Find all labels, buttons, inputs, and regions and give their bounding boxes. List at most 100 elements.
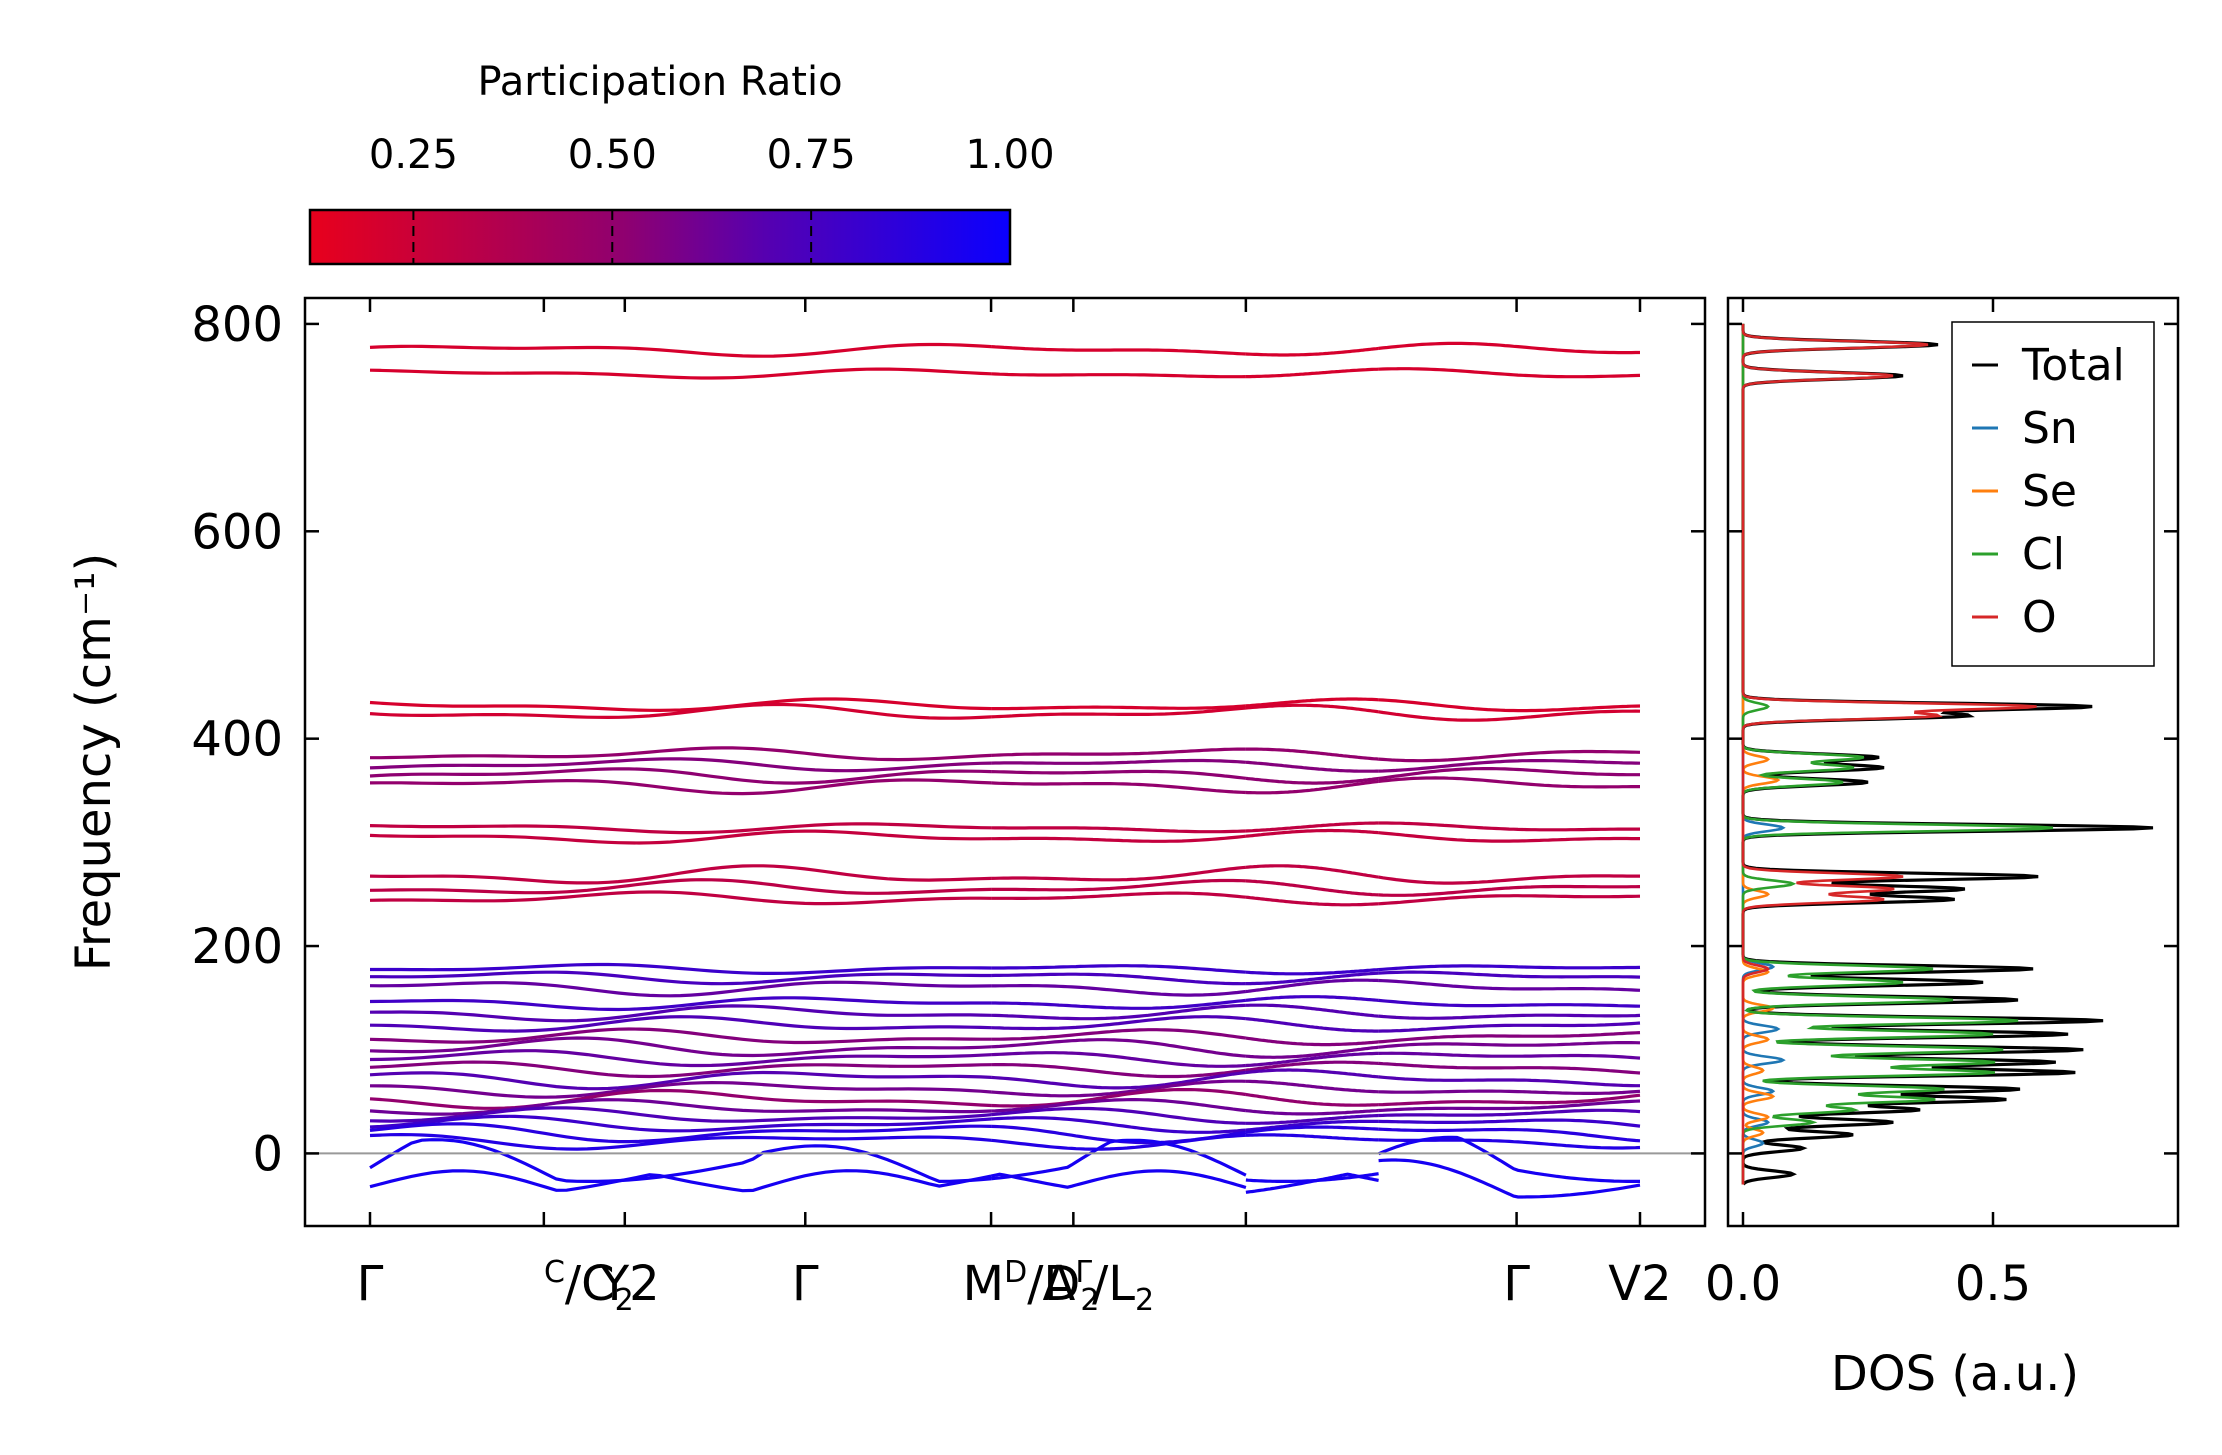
phonon-band — [1378, 1075, 1640, 1088]
phonon-band — [1378, 831, 1640, 843]
dos-curves — [1741, 323, 2154, 1186]
kpoint-label: Γ — [792, 1256, 819, 1312]
phonon-band — [991, 891, 1247, 900]
phonon-band — [991, 984, 1247, 997]
phonon-band — [369, 767, 992, 785]
y-tick-label: 200 — [191, 919, 283, 975]
y-axis-label: Frequency (cm⁻¹) — [66, 553, 122, 971]
y-tick-label: 400 — [191, 712, 283, 768]
phonon-band — [369, 878, 992, 895]
kpoint-label: Y2 — [599, 1256, 660, 1312]
dos-x-tick-label: 0.0 — [1705, 1256, 1781, 1312]
frequency-axis-ticks: 0 200 400 600 800 — [191, 297, 1705, 1182]
phonon-band — [1378, 964, 1641, 972]
phonon-band — [991, 826, 1246, 834]
phonon-band — [1245, 346, 1379, 357]
phonon-band — [369, 890, 992, 906]
phonon-band — [991, 972, 1246, 986]
phonon-band — [991, 769, 1247, 780]
phonon-band — [369, 1070, 992, 1091]
colorbar-tick-label: 0.50 — [568, 132, 657, 178]
kpoint-label: AΓ/L2 — [1043, 1255, 1155, 1318]
phonon-band — [369, 980, 992, 998]
phonon-band — [1378, 749, 1641, 763]
phonon-band — [1378, 1089, 1641, 1095]
phonon-band — [991, 1051, 1247, 1068]
phonon-band — [369, 702, 992, 720]
dos-panel: 0.0 0.5 DOS (a.u.) Total Sn Se Cl O — [1705, 296, 2180, 1402]
phonon-band — [990, 1070, 1247, 1090]
phonon-band — [1378, 998, 1641, 1008]
phonon-band — [991, 1098, 1247, 1113]
legend-frame — [1951, 321, 2155, 667]
phonon-band — [1378, 874, 1640, 885]
phonon-band — [1378, 1013, 1641, 1020]
phonon-band — [1378, 894, 1641, 906]
phonon-band — [1378, 1061, 1641, 1075]
phonon-band — [1378, 1158, 1641, 1199]
phonon-band — [369, 996, 992, 1012]
phonon-band — [991, 1038, 1247, 1058]
colorbar-tick-label: 0.75 — [767, 132, 856, 178]
phonon-band — [1378, 341, 1640, 355]
y-tick-label: 800 — [191, 297, 283, 353]
colorbar-ticks: 0.25 0.50 0.75 1.00 — [369, 132, 1055, 264]
phonon-band — [1378, 884, 1641, 897]
phonon-band — [369, 1122, 992, 1144]
phonon-band — [1245, 1036, 1379, 1047]
y-tick-label: 600 — [191, 504, 283, 560]
phonon-band — [1377, 1135, 1640, 1183]
phonon-band — [991, 372, 1246, 379]
phonon-band — [1245, 760, 1379, 773]
phonon-band — [991, 1063, 1247, 1079]
phonon-band — [1245, 1092, 1379, 1107]
phonon-band — [369, 1036, 992, 1058]
colorbar-tick-label: 0.25 — [369, 132, 458, 178]
legend-items: Total Sn Se Cl O — [1972, 340, 2125, 643]
phonon-band — [370, 970, 992, 986]
phonon-band — [1245, 895, 1379, 907]
phonon-band — [1378, 1099, 1641, 1113]
phonon-band — [1245, 1068, 1379, 1079]
phonon-band — [991, 1028, 1247, 1041]
y-tick-label: 0 — [252, 1126, 283, 1182]
phonon-band — [1245, 1172, 1379, 1194]
phonon-band — [369, 829, 992, 845]
phonon-band — [1378, 1108, 1641, 1118]
phonon-band — [1378, 1041, 1641, 1049]
phonon-band — [1245, 968, 1379, 976]
phonon-band — [990, 1133, 1246, 1151]
phonon-band — [1245, 1125, 1379, 1134]
phonon-band — [1245, 995, 1379, 1002]
phonon-band — [1245, 747, 1379, 761]
kpoint-label: Γ — [1503, 1256, 1530, 1312]
phonon-band — [990, 1138, 1247, 1181]
dos-x-tick-label: 0.5 — [1955, 1256, 2031, 1312]
phonon-band — [1245, 1079, 1379, 1094]
phonon-band — [1378, 1118, 1641, 1128]
legend-label-o: O — [2022, 592, 2057, 643]
phonon-band — [1245, 978, 1379, 994]
phonon-band — [1378, 1093, 1641, 1107]
legend-label-cl: Cl — [2022, 529, 2065, 580]
phonon-band — [991, 706, 1247, 719]
phonon-band — [1245, 971, 1379, 986]
phonon-band — [370, 746, 992, 762]
phonon-band — [990, 1079, 1246, 1098]
phonon-band — [1245, 1119, 1379, 1132]
phonon-band — [1245, 697, 1379, 708]
phonon-band — [369, 1114, 992, 1133]
colorbar-gradient — [308, 208, 1012, 266]
phonon-band — [991, 747, 1246, 757]
phonon-band — [1245, 828, 1379, 838]
phonon-band — [369, 1049, 992, 1068]
phonon-band — [1245, 879, 1379, 897]
kpoint-label: Γ — [357, 1256, 384, 1312]
phonon-band — [991, 781, 1246, 795]
phonon-band — [1378, 759, 1641, 773]
phonon-band — [990, 1106, 1246, 1125]
phonon-band — [991, 865, 1247, 882]
dos-curve-o — [1741, 323, 2037, 1185]
